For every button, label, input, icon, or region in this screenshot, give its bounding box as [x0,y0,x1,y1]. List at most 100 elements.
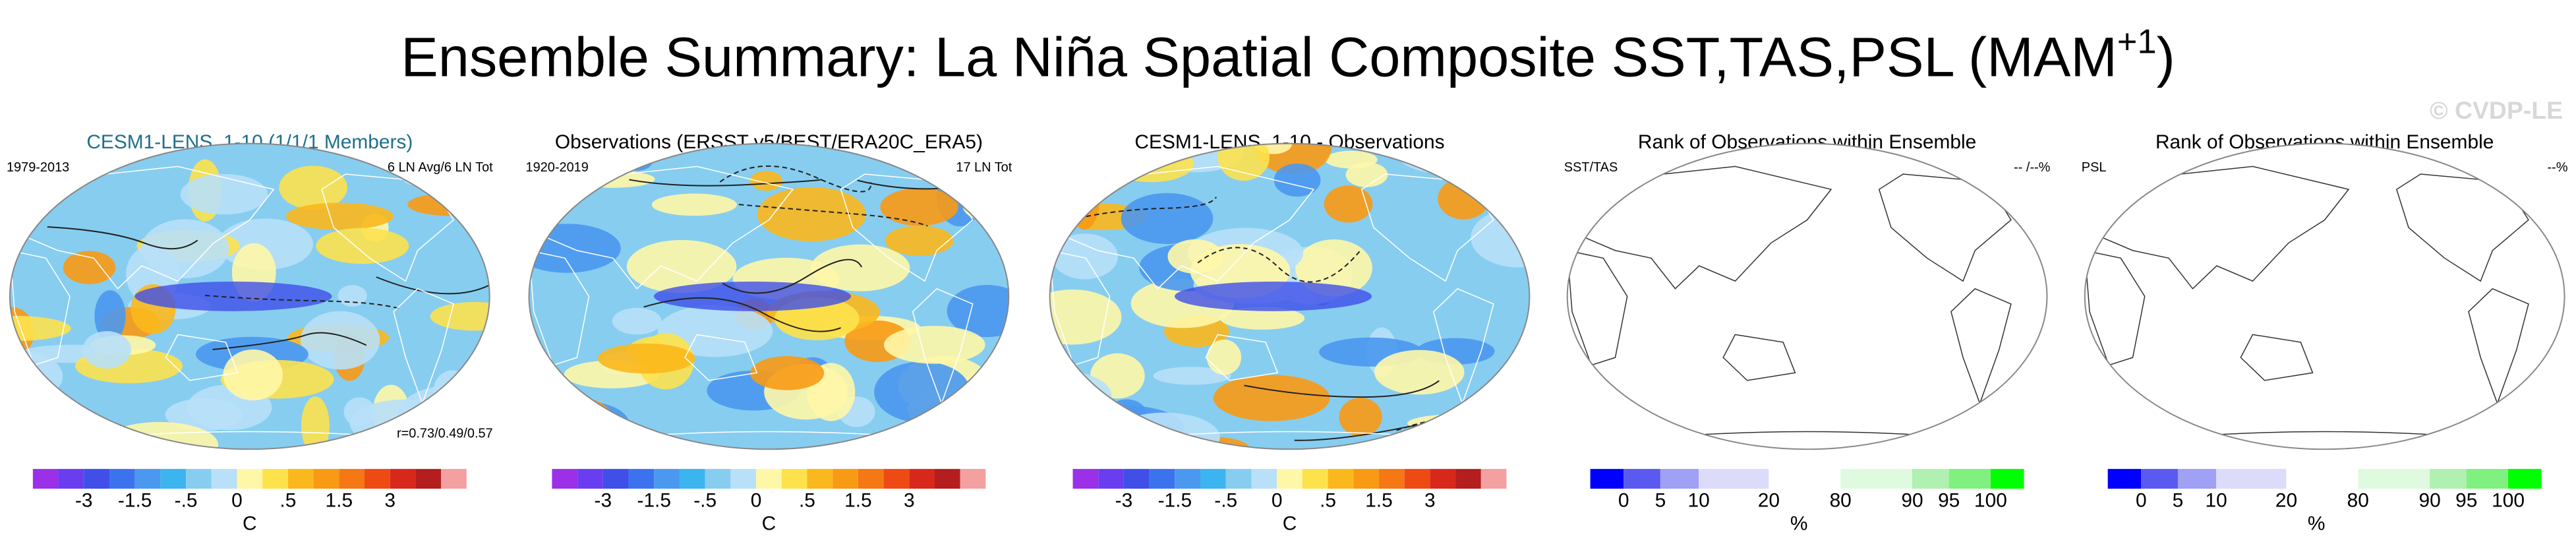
anomaly-patch [1049,369,1112,422]
colorbar-box [390,469,416,489]
anomaly-patch [529,400,629,446]
anomaly-patch [749,170,782,191]
colorbar-tick-label: 1.5 [844,489,872,511]
colorbar-box [1123,469,1150,489]
colorbar-box [909,469,935,489]
colorbar-tick-label: -1.5 [1158,489,1192,511]
anomaly-patch [1153,367,1231,385]
colorbar-unit: C [243,512,257,534]
anomaly-patch [82,331,132,369]
colorbar-box [1378,469,1405,489]
anomaly-patch [542,397,616,450]
contour-line [212,332,367,350]
coastline [1049,249,1111,366]
colorbar-tick-label: 3 [904,489,915,511]
colorbar-tick-label: 20 [1758,489,1780,511]
anomaly-patch [1049,289,1122,345]
colorbar-box [262,469,288,489]
colorbar-box [1699,469,1769,489]
count-label: 6 LN Avg/6 LN Tot [388,160,493,175]
colorbar-tick-label: -3 [595,489,612,511]
anomaly-patch [11,174,45,196]
correlation-label: r=0.73/0.49/0.57 [397,427,493,441]
colorbar-box [109,469,135,489]
colorbar-box [58,469,84,489]
anomaly-patch [883,326,985,364]
colorbar-tick-label: 0 [231,489,243,511]
anomaly-patch [810,244,910,291]
colorbar-box [2141,469,2178,489]
anomaly-patch [1324,185,1373,223]
map-border [2084,142,2565,450]
period-label: PSL [2082,160,2107,175]
anomaly-patch [1049,153,1096,204]
colorbar-tick-label: 3 [1424,489,1436,511]
colorbar-box [1590,469,1624,489]
colorbar-box [781,469,807,489]
coastline [684,334,758,381]
panel: Rank of Observations within EnsembleSST/… [1564,131,2051,534]
coastline [2084,249,2146,366]
anomaly-patch [1219,307,1305,330]
contour-line [1197,247,1361,283]
colorbar-box [1624,469,1660,489]
colorbar-tick-label: -3 [75,489,93,511]
colorbar-box [1072,469,1099,489]
colorbar-box [2177,469,2217,489]
contour-line [643,297,841,332]
anomaly-patch [880,188,958,226]
coastline [21,166,275,290]
colorbar-unit: C [1283,512,1297,534]
colorbar-box [807,469,833,489]
colorbar-box [211,469,237,489]
colorbar-box [705,469,731,489]
colorbar-box [237,469,263,489]
contour-line [1244,380,1440,398]
colorbar-box [1251,469,1277,489]
colorbar-box [1175,469,1201,489]
coastline [2240,334,2314,381]
anomaly-patch [100,421,219,450]
colorbar-tick-label: .5 [1320,489,1336,511]
coastline [1579,166,1832,290]
coastline [1205,334,1279,381]
anomaly-patch [223,349,283,401]
colorbar-tick-label: 0 [1272,489,1283,511]
colorbar-tick-label: 95 [1938,489,1960,511]
watermark: © CVDP-LE [2430,96,2563,124]
anomaly-patch [920,423,972,449]
colorbar-box [415,469,442,489]
map-background [1567,143,2047,450]
contour-line [629,179,822,187]
colorbar-box [2430,469,2467,489]
colorbar-box [1098,469,1124,489]
colorbar-tick-label: 1.5 [326,489,353,511]
map-border [528,142,1010,450]
colorbar-tick-label: 90 [1901,489,1923,511]
colorbar-box [287,469,314,489]
colorbar-box [1948,469,1991,489]
anomaly-patch [1255,143,1332,175]
colorbar-box [628,469,655,489]
anomaly-patch [63,251,116,284]
coastline [1722,334,1796,381]
count-label: -- /--% [2014,160,2050,175]
contour-line [738,204,928,227]
colorbar-tick-label: .5 [279,489,296,511]
equatorial-patch [134,281,332,311]
anomaly-patch [1051,233,1118,280]
colorbar-box [1277,469,1303,489]
anomaly-patch [626,239,737,293]
coastline [540,166,794,290]
anomaly-patch [1213,375,1330,421]
colorbar-box [1328,469,1354,489]
period-label: 1920-2019 [526,160,589,175]
coastline [1567,249,1628,366]
colorbar-box [1769,469,1841,489]
colorbar-box [2107,469,2142,489]
period-label: SST/TAS [1564,160,1618,175]
anomaly-patch [1471,208,1530,268]
anomaly-patch [885,226,954,256]
colorbar-box [960,469,986,489]
